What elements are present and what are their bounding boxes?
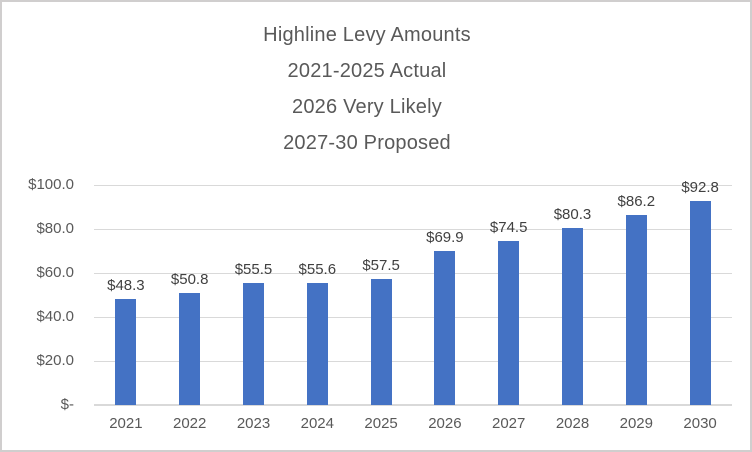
- chart-title-line-1: Highline Levy Amounts: [263, 24, 471, 46]
- y-gridline: [94, 273, 732, 274]
- data-label-2023: $55.5: [234, 260, 273, 278]
- y-gridline: [94, 317, 732, 318]
- data-label-2022: $50.8: [170, 271, 209, 289]
- y-axis-tick-label: $60.0: [36, 264, 74, 281]
- x-axis-tick-label: 2023: [236, 415, 271, 432]
- x-axis-tick-label: 2029: [619, 415, 653, 432]
- bar-2030: [689, 200, 711, 405]
- data-label-2027: $74.5: [489, 219, 528, 237]
- data-label-2026: $69.9: [426, 229, 464, 247]
- data-label-2030: $92.8: [681, 178, 719, 196]
- data-label-2024: $55.6: [298, 260, 337, 278]
- bar-2026: [434, 251, 456, 405]
- x-axis-line: [94, 404, 732, 406]
- data-label-2028: $80.3: [553, 206, 592, 224]
- bar-2022: [179, 293, 201, 405]
- y-gridline: [94, 185, 732, 186]
- x-axis-tick-label: 2026: [428, 415, 462, 432]
- data-label-2025: $57.5: [362, 256, 400, 274]
- chart-title-line-2: 2021-2025 Actual: [287, 60, 447, 82]
- data-label-2029: $86.2: [617, 193, 656, 211]
- bar-2024: [306, 282, 328, 405]
- x-axis-tick-label: 2030: [683, 415, 717, 432]
- x-axis-tick-label: 2024: [300, 415, 334, 432]
- y-gridline: [94, 229, 732, 230]
- chart-title: Highline Levy Amounts 2021-2025 Actual 2…: [2, 17, 732, 161]
- x-axis-tick-label: 2027: [492, 415, 526, 432]
- bar-2021: [115, 298, 137, 405]
- bar-2025: [370, 278, 392, 405]
- y-gridline: [94, 361, 732, 362]
- y-axis-tick-label: $-: [60, 396, 74, 413]
- y-axis-tick-label: $20.0: [36, 352, 74, 369]
- y-axis-tick-label: $40.0: [36, 308, 74, 325]
- x-axis-tick-label: 2028: [555, 415, 590, 432]
- bar-2027: [498, 241, 520, 405]
- bar-2023: [243, 282, 264, 405]
- y-axis-tick-label: $100.0: [28, 176, 74, 193]
- y-axis-tick-label: $80.0: [36, 220, 74, 237]
- bar-2029: [625, 215, 647, 405]
- x-axis-tick-label: 2021: [109, 415, 143, 432]
- data-label-2021: $48.3: [107, 276, 145, 294]
- x-axis-tick-label: 2022: [173, 415, 207, 432]
- bar-2028: [562, 228, 583, 405]
- chart-title-line-4: 2027-30 Proposed: [283, 132, 451, 154]
- chart-title-line-3: 2026 Very Likely: [292, 96, 442, 118]
- x-axis-tick-label: 2025: [364, 415, 398, 432]
